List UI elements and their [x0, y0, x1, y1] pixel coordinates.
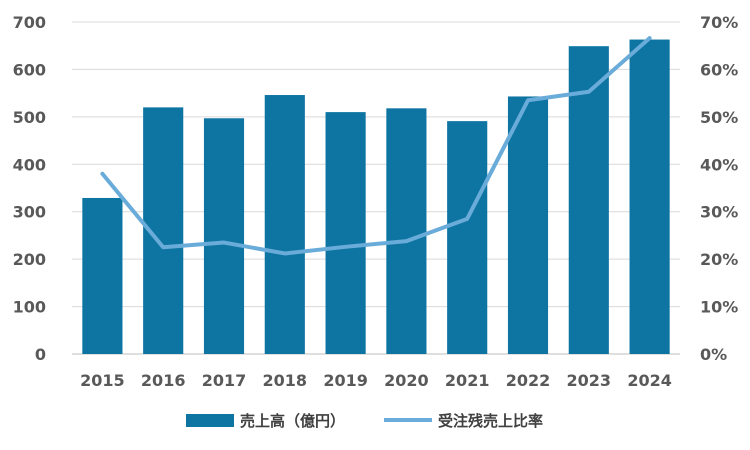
x-tick-label: 2022	[506, 371, 551, 390]
x-axis: 2015 2016 2017 2018 2019 2020 2021 2022 2023 2024	[80, 371, 672, 390]
left-y-axis: 0 100 200 300 400 500 600 700	[13, 13, 46, 364]
legend-label-sales: 売上高（億円）	[240, 412, 345, 430]
y-left-tick-label: 100	[13, 298, 46, 317]
bar	[507, 96, 549, 354]
bar	[447, 121, 488, 354]
y-right-tick-label: 40%	[700, 155, 738, 174]
x-tick-label: 2015	[80, 371, 125, 390]
y-left-tick-label: 0	[35, 345, 46, 364]
y-left-tick-label: 700	[13, 13, 46, 32]
bar	[629, 39, 670, 354]
bar	[325, 112, 366, 354]
y-right-tick-label: 20%	[700, 250, 738, 269]
y-left-tick-label: 200	[13, 250, 46, 269]
y-right-tick-label: 0%	[700, 345, 727, 364]
y-right-tick-label: 50%	[700, 108, 738, 127]
y-right-tick-label: 60%	[700, 60, 738, 79]
y-left-tick-label: 500	[13, 108, 46, 127]
y-right-tick-label: 30%	[700, 203, 738, 222]
y-right-tick-label: 70%	[700, 13, 738, 32]
x-tick-label: 2018	[263, 371, 308, 390]
y-left-tick-label: 600	[13, 60, 46, 79]
x-tick-label: 2017	[202, 371, 247, 390]
ratio-line	[100, 36, 652, 256]
bar	[386, 108, 427, 354]
x-tick-label: 2021	[445, 371, 490, 390]
x-tick-label: 2016	[141, 371, 186, 390]
bar	[264, 95, 305, 354]
y-left-tick-label: 300	[13, 203, 46, 222]
bar-series	[82, 39, 670, 355]
x-tick-label: 2020	[384, 371, 429, 390]
x-tick-label: 2024	[627, 371, 672, 390]
bar	[568, 46, 609, 355]
bar	[203, 118, 245, 354]
right-y-axis: 0% 10% 20% 30% 40% 50% 60% 70%	[700, 13, 738, 364]
x-tick-label: 2019	[323, 371, 368, 390]
y-left-tick-label: 400	[13, 155, 46, 174]
legend: 売上高（億円） 受注残売上比率	[186, 412, 543, 430]
legend-label-ratio: 受注残売上比率	[438, 412, 543, 430]
x-tick-label: 2023	[567, 371, 612, 390]
bar	[82, 197, 123, 354]
legend-swatch-sales	[186, 414, 234, 427]
line-series	[100, 36, 652, 256]
y-right-tick-label: 10%	[700, 298, 738, 317]
